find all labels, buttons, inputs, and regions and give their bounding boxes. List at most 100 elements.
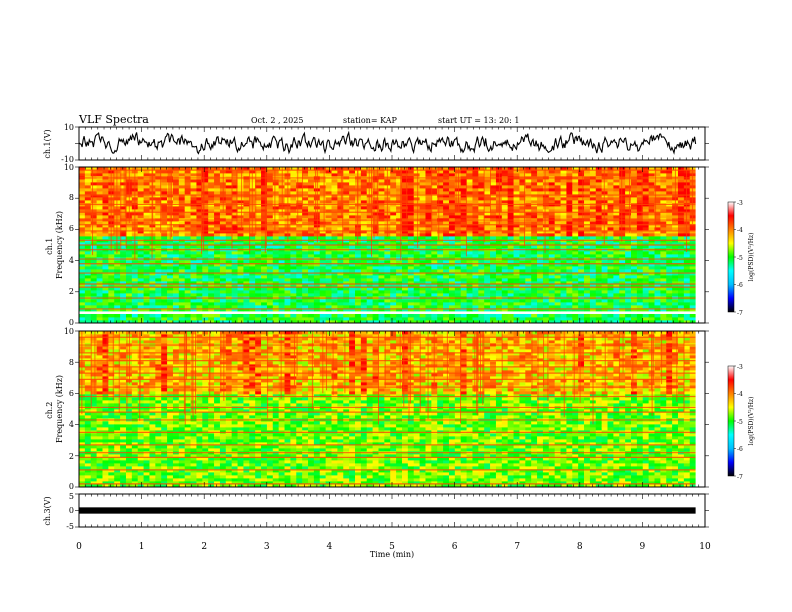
spectrogram-cell <box>284 287 291 291</box>
spectrogram-cell <box>184 230 191 234</box>
spectrogram-cell <box>537 206 544 210</box>
spectrogram-cell <box>184 314 191 318</box>
spectrogram-cell <box>202 182 209 186</box>
spectrogram-cell <box>225 260 233 264</box>
spectrogram-cell <box>625 308 632 312</box>
spectrogram-cell <box>231 263 238 267</box>
spectrogram-cell <box>278 299 285 303</box>
spectrogram-cell <box>566 242 573 246</box>
spectrogram-cell <box>249 320 256 324</box>
spectrogram-cell <box>178 293 186 297</box>
spectrogram-cell <box>302 263 309 267</box>
spectrogram-cell <box>525 182 532 186</box>
spectrogram-cell <box>331 260 338 264</box>
spectrogram-cell <box>302 290 309 294</box>
spectrogram-cell <box>513 233 520 237</box>
spectrogram-cell <box>96 170 103 174</box>
spectrogram-cell <box>143 209 150 213</box>
spectrogram-cell <box>349 236 356 240</box>
spectrogram-cell <box>255 266 262 270</box>
spectrogram-cell <box>372 185 379 189</box>
spectrogram-cell <box>219 281 227 285</box>
spectrogram-cell <box>448 284 456 288</box>
spectrogram-cell <box>231 212 238 216</box>
spectrogram-cell <box>495 314 503 318</box>
spectrogram-cell <box>79 293 86 297</box>
spectrogram-cell <box>584 233 591 237</box>
spectrogram-cell <box>396 170 403 174</box>
spectrogram-cell <box>202 275 209 279</box>
spectrogram-cell <box>360 200 368 204</box>
spectrogram-cell <box>214 290 221 294</box>
spectrogram-cell <box>554 185 561 189</box>
spectrogram-cell <box>366 206 374 210</box>
spectrogram-cell <box>560 305 567 309</box>
spectrogram-cell <box>161 317 168 321</box>
spectrogram-cell <box>537 314 544 318</box>
spectrogram-cell <box>396 281 403 285</box>
spectrogram-cell <box>202 185 209 189</box>
spectrogram-cell <box>390 167 397 171</box>
spectrogram-cell <box>484 188 491 192</box>
spectrogram-cell <box>501 224 509 228</box>
spectrogram-cell <box>390 206 397 210</box>
spectrogram-cell <box>161 269 168 273</box>
spectrogram-cell <box>308 299 315 303</box>
spectrogram-cell <box>125 263 133 267</box>
spectrogram-cell <box>331 314 338 318</box>
spectrogram-cell <box>231 230 238 234</box>
spectrogram-cell <box>225 251 233 255</box>
spectrogram-cell <box>143 197 150 201</box>
spectrogram-cell <box>219 308 227 312</box>
spectrogram-cell <box>566 224 573 228</box>
spectrogram-cell <box>290 293 297 297</box>
spectrogram-cell <box>231 233 238 237</box>
spectrogram-cell <box>448 305 456 309</box>
spectrogram-cell <box>308 179 315 183</box>
spectrogram-cell <box>308 293 315 297</box>
spectrogram-cell <box>231 284 238 288</box>
spectrogram-cell <box>584 197 591 201</box>
spectrogram-cell <box>419 302 426 306</box>
spectrogram-cell <box>525 305 532 309</box>
spectrogram-cell <box>484 287 491 291</box>
spectrogram-cell <box>196 242 203 246</box>
spectrogram-cell <box>196 263 203 267</box>
spectrogram-cell <box>313 254 321 258</box>
spectrogram-cell <box>90 188 98 192</box>
spectrogram-cell <box>531 188 538 192</box>
spectrogram-cell <box>513 185 520 189</box>
spectrogram-cell <box>172 308 180 312</box>
spectrogram-cell <box>490 272 497 276</box>
spectrogram-cell <box>572 233 579 237</box>
spectrogram-cell <box>225 236 233 240</box>
spectrogram-cell <box>519 191 526 195</box>
spectrogram-cell <box>161 290 168 294</box>
spectrogram-cell <box>114 284 121 288</box>
spectrogram-cell <box>490 314 497 318</box>
spectrogram-cell <box>290 278 297 282</box>
spectrogram-cell <box>96 290 103 294</box>
spectrogram-cell <box>190 272 197 276</box>
spectrogram-cell <box>525 254 532 258</box>
spectrogram-cell <box>249 242 256 246</box>
spectrogram-cell <box>595 287 603 291</box>
spectrogram-cell <box>231 305 238 309</box>
spectrogram-cell <box>425 245 432 249</box>
spectrogram-cell <box>296 290 303 294</box>
spectrogram-cell <box>131 314 139 318</box>
spectrogram-cell <box>149 275 156 279</box>
spectrogram-cell <box>460 173 467 177</box>
spectrogram-cell <box>214 182 221 186</box>
spectrogram-cell <box>572 227 579 231</box>
spectrogram-cell <box>419 233 426 237</box>
spectrogram-cell <box>472 227 479 231</box>
spectrogram-cell <box>308 206 315 210</box>
spectrogram-cell <box>102 293 109 297</box>
spectrogram-cell <box>595 197 603 201</box>
spectrogram-cell <box>425 179 432 183</box>
spectrogram-cell <box>572 320 579 324</box>
spectrogram-cell <box>272 308 280 312</box>
spectrogram-cell <box>343 290 350 294</box>
spectrogram-cell <box>167 245 174 249</box>
